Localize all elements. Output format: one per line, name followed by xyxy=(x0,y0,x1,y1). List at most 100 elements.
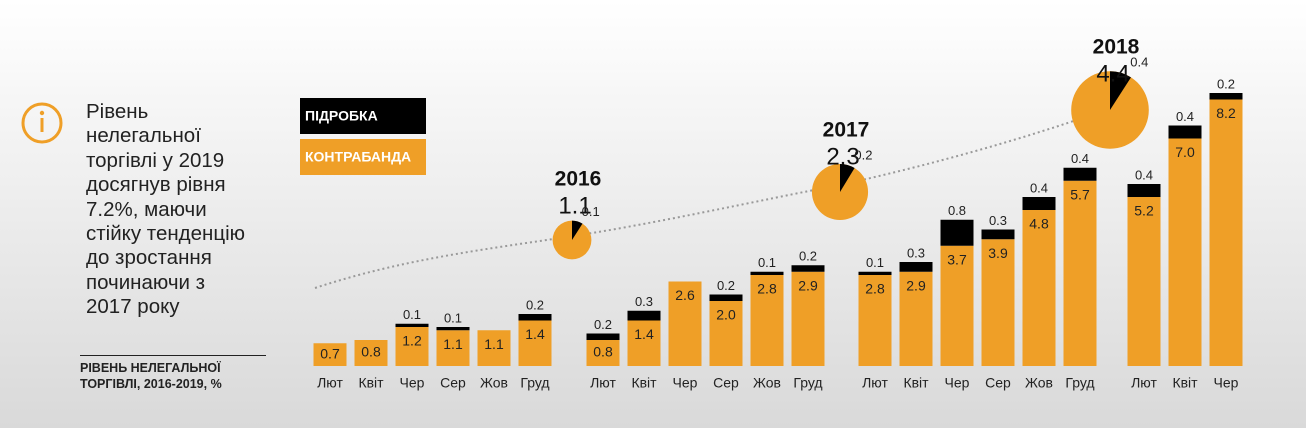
info-icon xyxy=(21,102,63,144)
pie-value-label: 0.1 xyxy=(582,204,600,219)
value-label: 5.2 xyxy=(1134,203,1154,219)
value-label: 0.4 xyxy=(1071,151,1089,166)
pie-total: 2.3 xyxy=(826,144,859,171)
value-label: 0.8 xyxy=(593,344,613,360)
x-tick-label: Сер xyxy=(985,375,1011,391)
value-label: 0.1 xyxy=(444,310,462,325)
x-tick-label: Квіт xyxy=(631,375,657,391)
bar-segment-counterfeit xyxy=(1209,93,1243,100)
value-label: 1.2 xyxy=(402,333,422,349)
pie-value-label: 0.4 xyxy=(1130,55,1148,70)
bar-segment-contraband xyxy=(1127,197,1161,366)
bar-segment-contraband xyxy=(436,330,470,366)
value-label: 0.4 xyxy=(1135,167,1153,182)
bar-segment-contraband xyxy=(354,340,388,366)
bar-segment-counterfeit xyxy=(586,333,620,340)
value-label: 0.8 xyxy=(361,344,381,360)
value-label: 0.7 xyxy=(320,345,340,361)
bar-segment-contraband xyxy=(313,343,347,366)
bar-segment-counterfeit xyxy=(1063,167,1097,181)
x-tick-label: Жов xyxy=(753,375,781,391)
bar-segment-contraband xyxy=(940,245,974,366)
pie-year: 2016 xyxy=(555,168,602,191)
x-tick-label: Лют xyxy=(317,375,343,391)
bar-segment-counterfeit xyxy=(709,294,743,301)
x-tick-label: Груд xyxy=(793,375,822,391)
value-label: 0.8 xyxy=(948,203,966,218)
value-label: 1.1 xyxy=(484,336,504,352)
value-label: 0.2 xyxy=(526,297,544,312)
bar-segment-contraband xyxy=(858,275,892,366)
value-label: 2.0 xyxy=(716,307,736,323)
bar-segment-counterfeit xyxy=(858,271,892,275)
bar-segment-counterfeit xyxy=(1168,125,1202,139)
value-label: 4.8 xyxy=(1029,216,1049,232)
note-line: досягнув рівня xyxy=(86,173,226,197)
x-tick-label: Чер xyxy=(673,375,698,391)
x-tick-label: Квіт xyxy=(903,375,929,391)
value-label: 2.8 xyxy=(865,281,885,297)
pie-year: 2018 xyxy=(1093,36,1140,59)
info-icon-bar xyxy=(40,118,44,132)
bar-segment-counterfeit xyxy=(518,314,552,321)
bar-segment-contraband xyxy=(899,271,933,366)
value-label: 0.4 xyxy=(1030,180,1048,195)
pie-slice xyxy=(572,220,583,240)
value-label: 1.4 xyxy=(525,326,545,342)
value-label: 5.7 xyxy=(1070,186,1090,202)
bar-segment-contraband xyxy=(477,330,511,366)
value-label: 8.2 xyxy=(1216,105,1236,121)
bar-segment-contraband xyxy=(1209,99,1243,366)
note-line: стійку тенденцію xyxy=(86,222,246,246)
x-tick-label: Квіт xyxy=(1172,375,1198,391)
pie-slice xyxy=(1110,71,1131,110)
bar-segment-counterfeit xyxy=(899,262,933,272)
bar-segment-contraband xyxy=(586,340,620,366)
x-tick-label: Лют xyxy=(1131,375,1157,391)
bar-segment-counterfeit xyxy=(750,271,784,275)
bar-segment-counterfeit xyxy=(1127,184,1161,197)
note-line: 7.2%, маючи xyxy=(86,197,207,221)
value-label: 0.2 xyxy=(717,278,735,293)
bar-segment-contraband xyxy=(668,281,702,366)
bar-segment-counterfeit xyxy=(791,265,825,272)
value-label: 7.0 xyxy=(1175,144,1195,160)
value-label: 2.6 xyxy=(675,287,695,303)
pie-slice xyxy=(840,163,855,192)
x-tick-label: Чер xyxy=(945,375,970,391)
x-tick-label: Сер xyxy=(440,375,466,391)
bar-segment-contraband xyxy=(627,320,661,366)
value-label: 0.1 xyxy=(866,255,884,270)
note-line: починаючи з xyxy=(86,270,206,294)
pie-base xyxy=(1071,71,1149,149)
note-line: до зростання xyxy=(86,246,212,270)
x-tick-label: Груд xyxy=(520,375,549,391)
value-label: 0.2 xyxy=(1217,76,1235,91)
legend-label: ПІДРОБКА xyxy=(305,108,378,124)
x-tick-label: Лют xyxy=(862,375,888,391)
note-line: нелегальної xyxy=(86,124,201,148)
value-label: 0.3 xyxy=(907,245,925,260)
legend-swatch xyxy=(300,139,426,175)
value-label: 3.9 xyxy=(988,245,1008,261)
bar-segment-counterfeit xyxy=(627,310,661,321)
value-label: 1.4 xyxy=(634,326,654,342)
bar-segment-counterfeit xyxy=(940,219,974,246)
bar-segment-contraband xyxy=(981,239,1015,366)
value-label: 3.7 xyxy=(947,251,967,267)
pie-total: 1.1 xyxy=(558,192,591,219)
value-label: 0.4 xyxy=(1176,109,1194,124)
pie-total: 4.4 xyxy=(1096,60,1129,87)
bar-segment-contraband xyxy=(1168,138,1202,366)
x-tick-label: Жов xyxy=(1025,375,1053,391)
value-label: 0.3 xyxy=(989,213,1007,228)
chart-title: РІВЕНЬ НЕЛЕГАЛЬНОЇ ТОРГІВЛІ, 2016-2019, … xyxy=(80,355,266,392)
value-label: 0.1 xyxy=(403,307,421,322)
value-label: 2.9 xyxy=(798,277,818,293)
bar-segment-contraband xyxy=(395,327,429,366)
info-icon-dot xyxy=(39,110,45,116)
bar-segment-contraband xyxy=(709,301,743,366)
note: Рівень нелегальної торгівлі у 2019 досягнув… xyxy=(86,100,245,320)
bar-segment-counterfeit xyxy=(1022,197,1056,210)
